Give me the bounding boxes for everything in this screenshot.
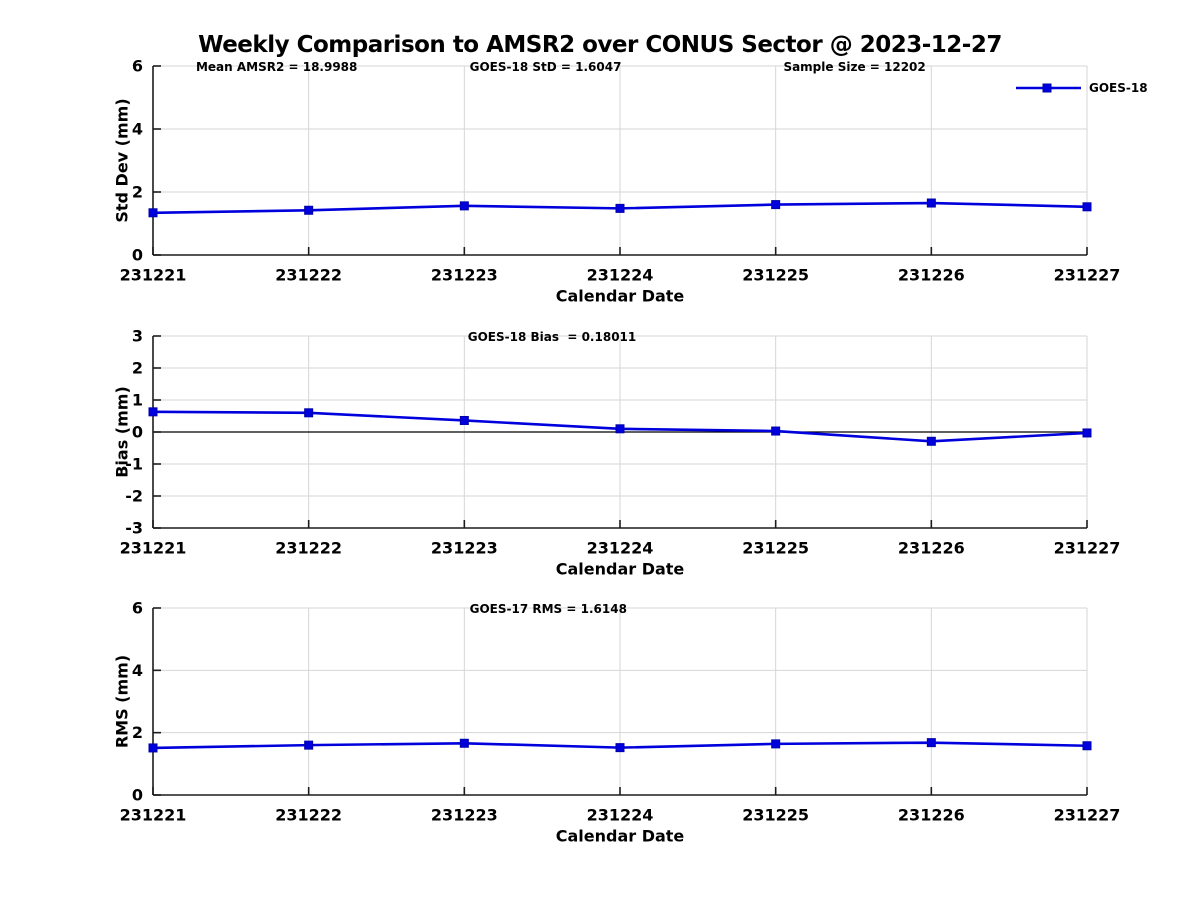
- data-point-marker: [926, 436, 936, 446]
- y-tick-label: 6: [132, 599, 143, 618]
- x-tick-label: 231227: [1054, 539, 1121, 558]
- y-tick-label: 4: [132, 661, 143, 680]
- x-tick-label: 231224: [587, 539, 654, 558]
- x-tick-label: 231222: [275, 266, 342, 285]
- bias-chart: -3 -2 -1 0 1 2 3 231221 231222 231223 231224 231225…: [113, 327, 1121, 579]
- y-tick-label: 2: [132, 183, 143, 202]
- x-tick-label: 231223: [431, 806, 498, 825]
- x-tick-label: 231221: [120, 266, 187, 285]
- x-tick-label: 231222: [275, 806, 342, 825]
- x-tick-label: 231221: [120, 806, 187, 825]
- data-point-marker: [304, 205, 314, 215]
- y-tick-label: -1: [125, 455, 143, 474]
- data-point-marker: [1082, 428, 1092, 438]
- legend-label: GOES-18: [1089, 81, 1148, 95]
- legend-marker-sample: [1042, 83, 1052, 93]
- y-tick-label: 0: [132, 423, 143, 442]
- annotation-text: Sample Size = 12202: [783, 60, 925, 74]
- y-tick-label: 3: [132, 327, 143, 346]
- data-point-marker: [771, 426, 781, 436]
- x-tick-label: 231225: [742, 539, 809, 558]
- x-tick-label: 231224: [587, 806, 654, 825]
- data-point-marker: [615, 203, 625, 213]
- y-tick-label: 0: [132, 246, 143, 265]
- data-point-marker: [771, 200, 781, 210]
- data-point-marker: [304, 408, 314, 418]
- x-axis-title: Calendar Date: [556, 287, 685, 306]
- annotation-text: GOES-18 StD = 1.6047: [470, 60, 622, 74]
- rms-chart: 0 2 4 6 231221 231222 231223 231224 231225 231226…: [113, 599, 1121, 846]
- data-point-marker: [926, 198, 936, 208]
- x-tick-label: 231226: [898, 539, 965, 558]
- annotation-text: GOES-17 RMS = 1.6148: [470, 602, 627, 616]
- y-tick-label: -2: [125, 487, 143, 506]
- y-axis-title: RMS (mm): [113, 655, 132, 748]
- data-point-marker: [615, 424, 625, 434]
- y-tick-label: -3: [125, 519, 143, 538]
- x-tick-label: 231223: [431, 266, 498, 285]
- data-point-marker: [615, 743, 625, 753]
- y-tick-label: 2: [132, 359, 143, 378]
- y-axis-title: Bias (mm): [113, 386, 132, 478]
- std-dev-chart: 0 2 4 6 231221 231222 231223 231224 231225 231226…: [113, 57, 1148, 306]
- data-point-marker: [148, 208, 158, 218]
- legend: GOES-18: [1016, 81, 1148, 95]
- data-point-marker: [459, 738, 469, 748]
- y-tick-label: 4: [132, 120, 143, 139]
- x-axis-title: Calendar Date: [556, 827, 685, 846]
- x-tick-label: 231221: [120, 539, 187, 558]
- data-point-marker: [926, 738, 936, 748]
- data-point-marker: [148, 743, 158, 753]
- y-tick-label: 1: [132, 391, 143, 410]
- x-tick-label: 231222: [275, 539, 342, 558]
- x-axis-title: Calendar Date: [556, 560, 685, 579]
- figure-title: Weekly Comparison to AMSR2 over CONUS Se…: [198, 32, 1002, 58]
- x-tick-label: 231226: [898, 266, 965, 285]
- data-point-marker: [459, 415, 469, 425]
- data-point-marker: [1082, 741, 1092, 751]
- x-tick-label: 231227: [1054, 806, 1121, 825]
- y-tick-label: 6: [132, 57, 143, 76]
- data-point-marker: [1082, 202, 1092, 212]
- x-tick-label: 231223: [431, 539, 498, 558]
- x-tick-label: 231225: [742, 806, 809, 825]
- data-point-marker: [148, 407, 158, 417]
- data-point-marker: [459, 201, 469, 211]
- annotation-text: GOES-18 Bias = 0.18011: [468, 330, 637, 344]
- x-tick-label: 231225: [742, 266, 809, 285]
- x-tick-label: 231226: [898, 806, 965, 825]
- x-tick-label: 231227: [1054, 266, 1121, 285]
- x-tick-label: 231224: [587, 266, 654, 285]
- data-point-marker: [771, 739, 781, 749]
- y-tick-label: 2: [132, 723, 143, 742]
- data-point-marker: [304, 740, 314, 750]
- annotation-text: Mean AMSR2 = 18.9988: [196, 60, 357, 74]
- y-axis-title: Std Dev (mm): [113, 98, 132, 222]
- y-tick-label: 0: [132, 786, 143, 805]
